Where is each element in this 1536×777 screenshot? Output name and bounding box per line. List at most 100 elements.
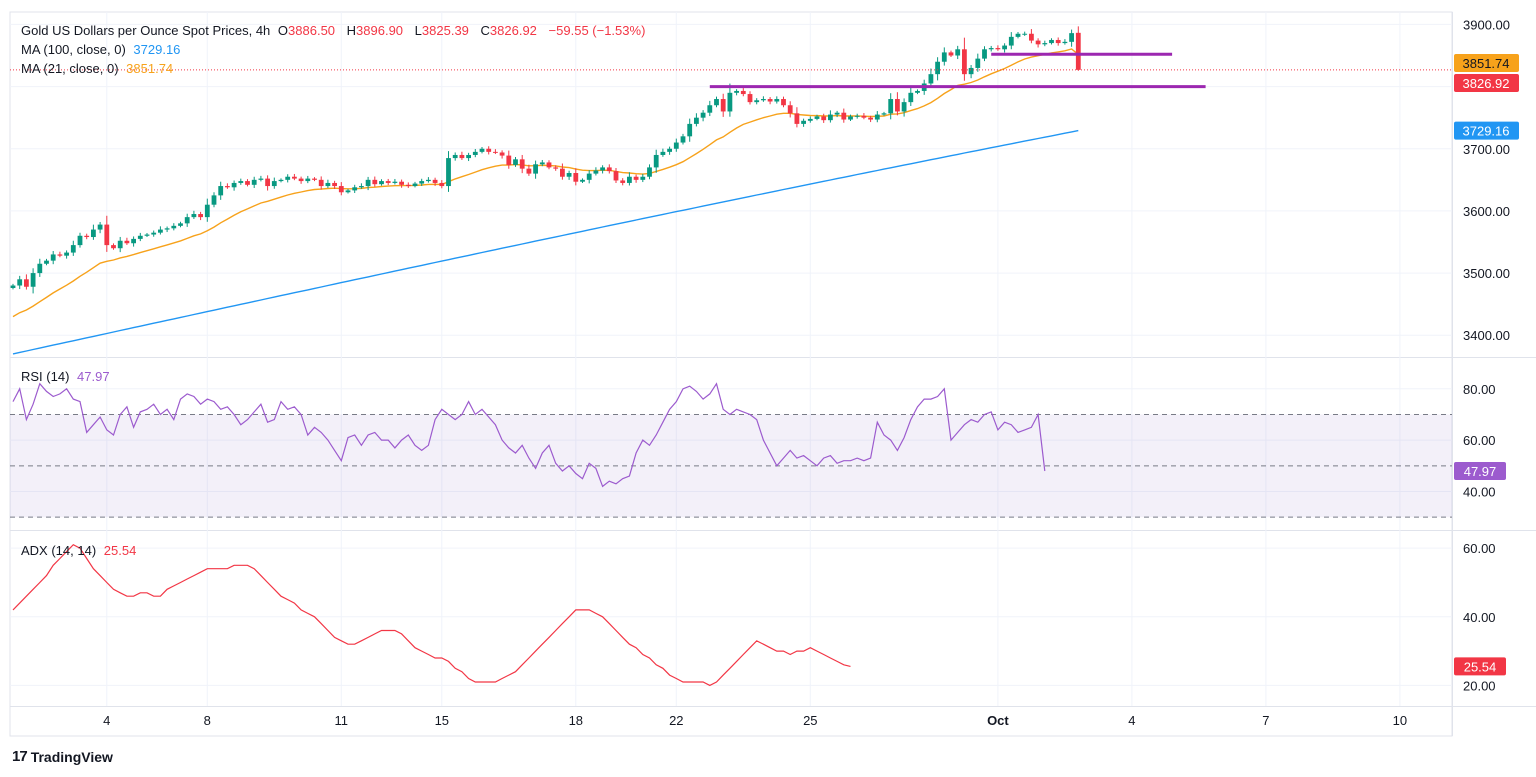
- candle-body: [325, 182, 331, 187]
- candle-body: [111, 245, 116, 249]
- candle: [915, 89, 920, 95]
- candle: [627, 172, 632, 186]
- candle-body: [694, 117, 699, 124]
- candle-body: [412, 183, 418, 187]
- candle: [332, 180, 337, 190]
- candle: [472, 148, 478, 158]
- price-change: −59.55 (−1.53%): [548, 23, 646, 38]
- price-pane[interactable]: [10, 26, 1452, 355]
- ma100-legend[interactable]: MA (100, close, 0) 3729.16: [21, 40, 184, 59]
- ma21-legend[interactable]: MA (21, close, 0) 3851.74: [21, 59, 177, 78]
- candle: [77, 232, 83, 248]
- candle: [1069, 29, 1074, 47]
- candle-body: [761, 99, 766, 101]
- candle-body: [1015, 33, 1021, 37]
- candle-body: [506, 155, 512, 165]
- axes: 481115182225Oct47103900.003800.003700.00…: [103, 17, 1519, 728]
- adx-value-tag-text: 25.54: [1464, 659, 1497, 674]
- candle: [452, 152, 458, 161]
- rsi-label: RSI (14): [21, 369, 70, 384]
- ma21-line: [12, 48, 1079, 318]
- candle-body: [251, 179, 257, 185]
- candle: [479, 146, 485, 154]
- candle-body: [305, 178, 311, 182]
- candle: [211, 192, 217, 208]
- candle-body: [982, 49, 987, 59]
- candle: [506, 150, 512, 169]
- ma21-price-tag: 3851.74: [1454, 54, 1519, 72]
- candle-body: [292, 176, 297, 179]
- candle-body: [144, 234, 150, 236]
- rsi-pane[interactable]: [10, 382, 1452, 518]
- candle-body: [385, 181, 391, 183]
- candle: [405, 182, 411, 188]
- ma100-value: 3729.16: [133, 42, 181, 57]
- candle-body: [459, 154, 465, 159]
- candle-body: [868, 117, 873, 120]
- adx-legend[interactable]: ADX (14, 14) 25.54: [21, 541, 140, 560]
- adx-pane[interactable]: [12, 543, 851, 687]
- candle: [171, 223, 177, 231]
- candle: [10, 283, 16, 290]
- candle: [151, 230, 157, 237]
- candle-body: [271, 181, 277, 187]
- candle-body: [446, 158, 451, 187]
- candle-body: [466, 154, 471, 159]
- candle: [700, 110, 706, 122]
- candle: [1008, 32, 1014, 50]
- candle: [466, 152, 471, 162]
- ma100-label: MA (100, close, 0): [21, 42, 126, 57]
- candle-body: [962, 49, 967, 75]
- candle: [432, 177, 438, 186]
- y-tick-label: 3700.00: [1463, 142, 1510, 157]
- candle: [888, 93, 894, 120]
- candle-body: [30, 273, 36, 287]
- candle-body: [941, 52, 947, 62]
- candle-body: [426, 179, 431, 182]
- ma100-price-tag: 3729.16: [1454, 121, 1519, 140]
- candle: [131, 236, 136, 247]
- candle-body: [225, 186, 230, 188]
- candle-body: [727, 92, 733, 112]
- candle-body: [955, 49, 961, 56]
- candle-body: [988, 48, 994, 50]
- candle-body: [687, 123, 693, 137]
- candle: [774, 96, 780, 104]
- candle-body: [620, 180, 626, 183]
- tradingview-logo-icon: 17: [12, 748, 28, 765]
- candle-body: [238, 181, 244, 183]
- candle: [982, 46, 987, 62]
- rsi-legend[interactable]: RSI (14) 47.97: [21, 367, 114, 386]
- candle: [848, 114, 853, 122]
- candle: [647, 164, 652, 180]
- candle: [948, 50, 954, 57]
- candle: [874, 111, 880, 123]
- candle: [245, 179, 250, 187]
- tradingview-logo[interactable]: 17 TradingView: [12, 748, 113, 765]
- x-tick-label: 7: [1262, 713, 1269, 728]
- candle-body: [392, 181, 398, 183]
- adx-tick-label: 20.00: [1463, 678, 1496, 693]
- candle-body: [44, 260, 49, 264]
- candle-body: [580, 179, 585, 182]
- candle: [459, 151, 465, 160]
- rsi-line: [12, 382, 1046, 488]
- candle-body: [895, 99, 900, 112]
- candle-body: [1035, 40, 1041, 45]
- candle-body: [245, 181, 250, 185]
- x-tick-label: 22: [669, 713, 683, 728]
- candle-body: [1062, 41, 1068, 44]
- candle: [801, 118, 806, 127]
- candle-body: [874, 114, 880, 120]
- candle: [178, 221, 183, 228]
- candle-body: [834, 112, 840, 115]
- candle: [318, 176, 324, 190]
- candle-body: [318, 179, 324, 187]
- candle: [794, 107, 800, 128]
- adx-value: 25.54: [103, 543, 137, 558]
- candle: [519, 154, 525, 174]
- candle-body: [660, 151, 666, 155]
- candle: [1029, 29, 1034, 44]
- candle-body: [647, 167, 652, 177]
- candle-body: [600, 167, 605, 171]
